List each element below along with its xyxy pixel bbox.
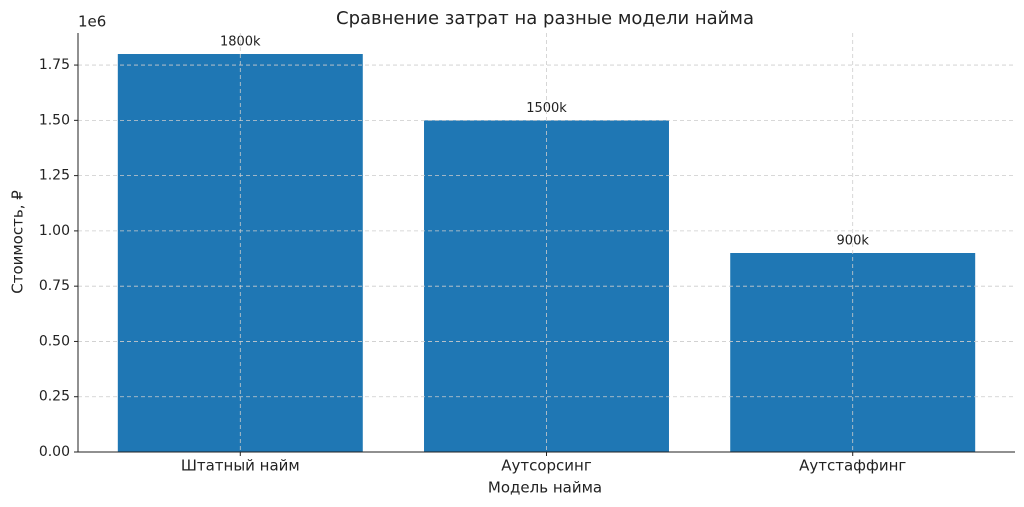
y-tick-label: 0.50 (39, 333, 70, 349)
x-tick-label: Аутстаффинг (799, 457, 906, 475)
value-label: 900k (837, 234, 870, 249)
y-tick-label: 0.00 (39, 444, 70, 460)
y-axis-label: Стоимость, ₽ (9, 190, 27, 294)
y-offset-label: 1e6 (78, 13, 106, 31)
y-tick-label: 1.50 (39, 112, 70, 128)
y-tick-label: 0.75 (39, 278, 70, 294)
y-tick-label: 1.25 (39, 168, 70, 184)
chart-title: Сравнение затрат на разные модели найма (336, 8, 754, 29)
bar (730, 253, 976, 452)
y-tick-label: 0.25 (39, 389, 70, 405)
x-tick-label: Аутсорсинг (501, 457, 592, 475)
x-tick-label: Штатный найм (181, 457, 300, 475)
y-tick-label: 1.00 (39, 223, 70, 239)
x-axis-label: Модель найма (488, 479, 602, 497)
y-tick-label: 1.75 (39, 57, 70, 73)
value-label: 1500k (526, 101, 567, 116)
